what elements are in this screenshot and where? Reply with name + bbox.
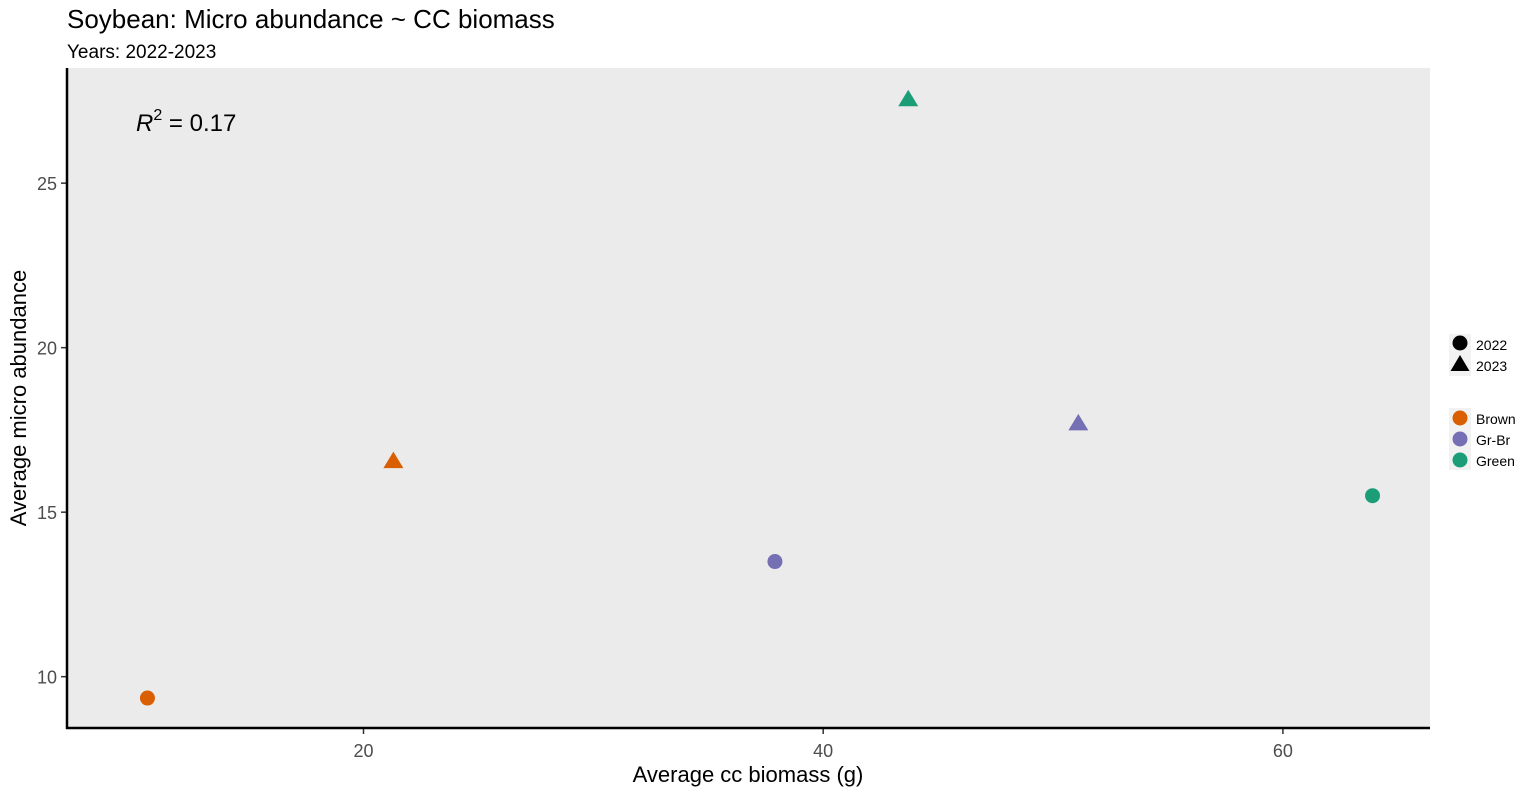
legend-color: Brown Gr-Br Green <box>1449 408 1516 470</box>
legend-label-brown: Brown <box>1476 411 1516 427</box>
legend-label-2022: 2022 <box>1476 337 1507 353</box>
data-point-gr-br-2023 <box>1068 413 1089 431</box>
x-tick-label: 20 <box>353 741 373 761</box>
y-tick-label: 15 <box>37 503 57 523</box>
legend-label-gr-br: Gr-Br <box>1476 432 1511 448</box>
r-squared-superscript: 2 <box>153 107 162 124</box>
data-point-gr-br-2022 <box>767 554 783 570</box>
legend-gr-br-swatch <box>1452 431 1468 447</box>
plot-panel <box>67 68 1430 728</box>
y-tick-label: 10 <box>37 668 57 688</box>
r-squared-symbol: R <box>136 110 153 137</box>
x-axis-title: Average cc biomass (g) <box>633 762 864 787</box>
r-squared-value: = 0.17 <box>162 110 236 137</box>
legend-label-green: Green <box>1476 453 1515 469</box>
legend-circle-icon <box>1452 335 1468 351</box>
r-squared-annotation: R2 = 0.17 <box>136 107 236 137</box>
legend-label-2023: 2023 <box>1476 358 1507 374</box>
y-tick-label: 20 <box>37 339 57 359</box>
ticks-layer: 20 40 60 10 15 20 25 <box>37 174 1293 761</box>
data-point-green-2022 <box>1365 488 1381 504</box>
data-point-green-2023 <box>898 89 919 107</box>
legend-triangle-icon <box>1450 355 1470 371</box>
x-tick-label: 60 <box>1273 741 1293 761</box>
points-layer <box>139 89 1381 706</box>
legend-green-swatch <box>1452 452 1468 468</box>
y-tick-label: 25 <box>37 174 57 194</box>
data-point-brown-2022 <box>139 690 155 706</box>
x-tick-label: 40 <box>813 741 833 761</box>
y-axis-title: Average micro abundance <box>6 270 31 526</box>
chart-title: Soybean: Micro abundance ~ CC biomass <box>67 4 555 34</box>
data-point-brown-2023 <box>383 451 404 469</box>
chart-subtitle: Years: 2022-2023 <box>67 42 216 63</box>
legend-brown-swatch <box>1452 410 1468 426</box>
legend-shape: 2022 2023 <box>1449 334 1507 376</box>
